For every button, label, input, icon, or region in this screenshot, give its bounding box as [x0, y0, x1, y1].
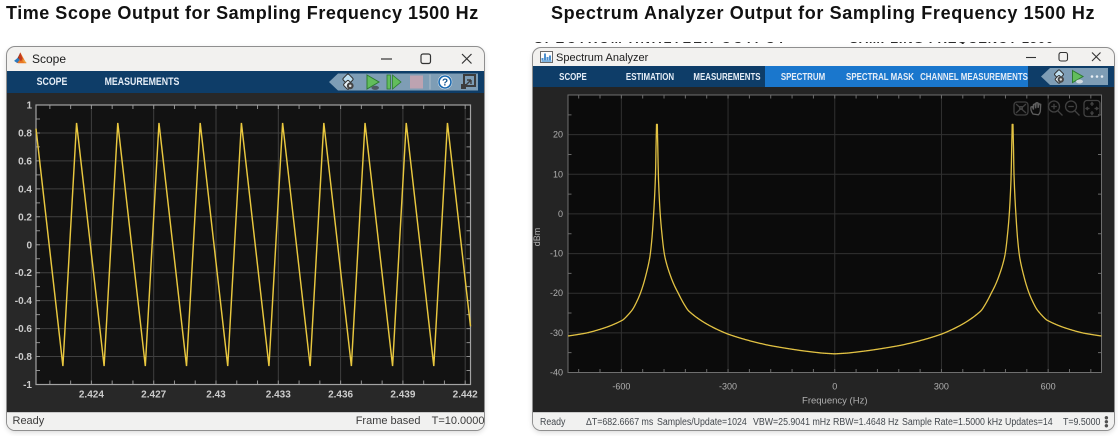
- svg-text:20: 20: [553, 130, 563, 140]
- svg-text:-0.8: -0.8: [15, 352, 33, 363]
- svg-text:Frequency (Hz): Frequency (Hz): [802, 396, 867, 407]
- svg-text:2.43: 2.43: [206, 390, 226, 401]
- svg-text:?: ?: [442, 78, 448, 89]
- svg-text:dBm: dBm: [533, 228, 542, 247]
- svg-text:0.2: 0.2: [18, 212, 32, 223]
- svg-text:2.424: 2.424: [79, 390, 104, 401]
- svg-text:10: 10: [553, 169, 563, 179]
- svg-text:-1: -1: [23, 380, 32, 391]
- svg-text:-0.4: -0.4: [15, 296, 33, 307]
- svg-text:-0.6: -0.6: [15, 324, 33, 335]
- svg-text:2.433: 2.433: [266, 390, 291, 401]
- svg-text:2.436: 2.436: [328, 390, 353, 401]
- svg-text:600: 600: [1041, 382, 1056, 392]
- svg-text:-0.2: -0.2: [15, 268, 33, 279]
- svg-text:0: 0: [26, 240, 32, 251]
- svg-text:-20: -20: [550, 288, 563, 298]
- svg-text:-30: -30: [550, 328, 563, 338]
- svg-text:2.427: 2.427: [141, 390, 166, 401]
- svg-text:2.442: 2.442: [453, 390, 478, 401]
- svg-text:0: 0: [558, 209, 563, 219]
- svg-text:300: 300: [934, 382, 949, 392]
- svg-text:-600: -600: [612, 382, 630, 392]
- svg-text:0.8: 0.8: [18, 128, 32, 139]
- svg-text:1: 1: [26, 101, 32, 112]
- svg-text:-40: -40: [550, 368, 563, 378]
- svg-text:-10: -10: [550, 249, 563, 259]
- svg-text:-300: -300: [719, 382, 737, 392]
- svg-text:0: 0: [832, 382, 837, 392]
- svg-text:2.439: 2.439: [390, 390, 415, 401]
- svg-text:0.6: 0.6: [18, 156, 32, 167]
- svg-text:0.4: 0.4: [18, 184, 32, 195]
